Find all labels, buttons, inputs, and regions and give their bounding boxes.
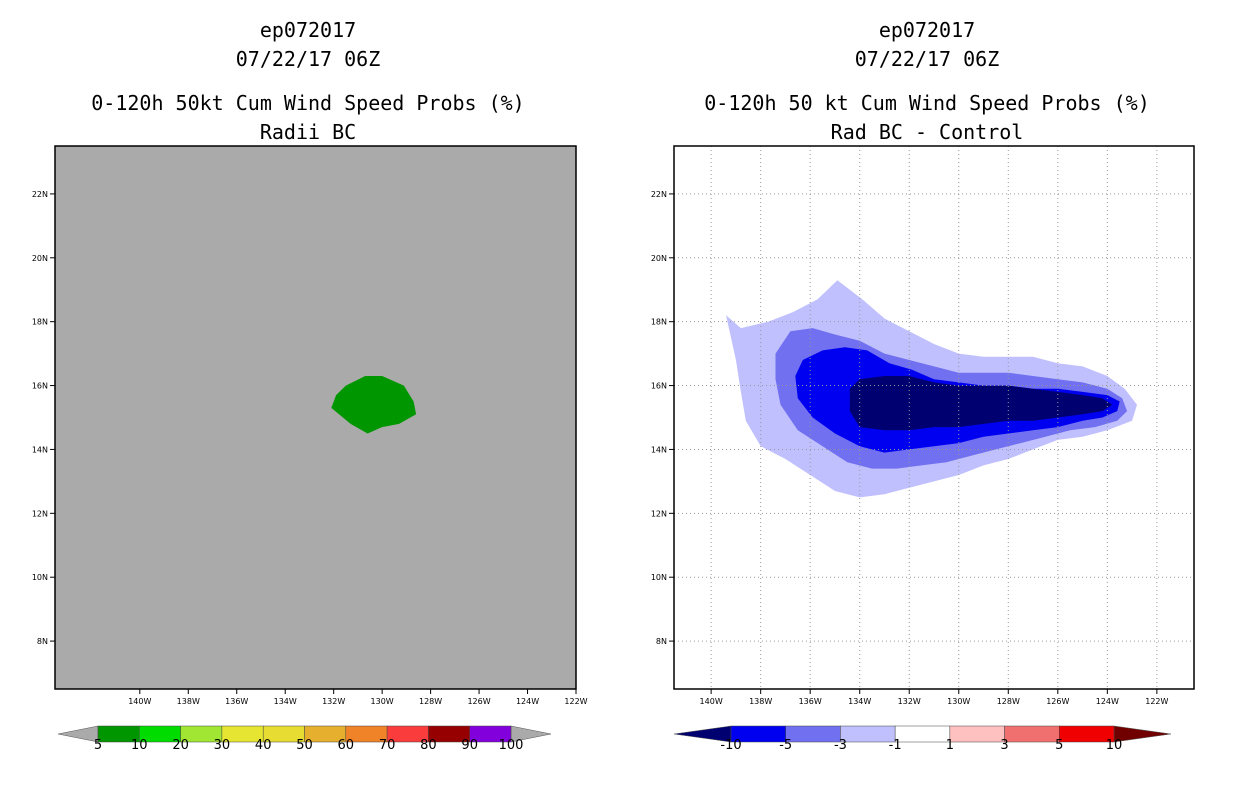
panel-rad-bc-minus-control: ep072017 07/22/17 06Z 0-120h 50 kt Cum W… <box>651 18 1195 753</box>
colorbar-label: 10 <box>1106 738 1123 753</box>
colorbar-label: 3 <box>1000 738 1008 753</box>
x-tick-label: 136W <box>225 697 248 706</box>
colorbar-label: 5 <box>1055 738 1063 753</box>
colorbar-label: 10 <box>131 738 148 753</box>
contour-level-0 <box>331 376 417 434</box>
colorbar-label: 1 <box>946 738 954 753</box>
colorbar-label: 50 <box>296 738 313 753</box>
x-tick-label: 138W <box>749 697 772 706</box>
panel2-colorbar: -10 -5 -3 -1 1 3 5 10 <box>673 725 1172 753</box>
colorbar-label: -5 <box>779 738 792 753</box>
colorbar-label: 100 <box>499 738 524 753</box>
y-tick-label: 8N <box>37 637 48 646</box>
panel1-map: 140W 138W 136W 134W 132W 130W 128W 126W 124W 122W… <box>32 145 588 706</box>
panel2-subtitle: Rad BC - Control <box>831 120 1024 144</box>
x-tick-label: 134W <box>848 697 871 706</box>
x-tick-label: 122W <box>564 697 587 706</box>
x-tick-label: 134W <box>274 697 297 706</box>
x-tick-label: 140W <box>700 697 723 706</box>
y-tick-label: 14N <box>651 445 667 454</box>
colorbar-label: -10 <box>720 738 741 753</box>
y-tick-label: 22N <box>651 190 667 199</box>
x-tick-label: 132W <box>898 697 921 706</box>
x-tick-label: 128W <box>419 697 442 706</box>
colorbar-swatch <box>1004 725 1060 743</box>
panel2-storm-id: ep072017 <box>879 18 975 42</box>
colorbar-end-low <box>57 725 99 743</box>
colorbar-swatch <box>785 725 841 743</box>
plot-background <box>55 146 576 689</box>
y-tick-label: 22N <box>32 190 48 199</box>
y-tick-label: 10N <box>651 573 667 582</box>
colorbar-label: 40 <box>255 738 272 753</box>
y-tick-label: 18N <box>651 318 667 327</box>
x-tick-label: 132W <box>322 697 345 706</box>
colorbar-swatch <box>1059 725 1115 743</box>
y-tick-label: 16N <box>651 382 667 391</box>
x-tick-label: 126W <box>467 697 490 706</box>
y-tick-label: 20N <box>32 254 48 263</box>
panel1-subtitle: Radii BC <box>260 120 356 144</box>
colorbar-end-high <box>1113 725 1172 743</box>
y-tick-label: 16N <box>32 382 48 391</box>
panel1-storm-id: ep072017 <box>260 18 356 42</box>
colorbar-label: 20 <box>172 738 189 753</box>
y-tick-label: 20N <box>651 254 667 263</box>
colorbar-label: 5 <box>94 738 102 753</box>
x-tick-label: 140W <box>128 697 151 706</box>
colorbar-swatch <box>469 725 512 743</box>
panel1-title: 0-120h 50kt Cum Wind Speed Probs (%) <box>91 91 524 115</box>
colorbar-swatch <box>894 725 951 743</box>
y-tick-label: 12N <box>651 509 667 518</box>
colorbar-swatch <box>949 725 1005 743</box>
y-tick-label: 8N <box>656 637 667 646</box>
panel2-title: 0-120h 50 kt Cum Wind Speed Probs (%) <box>704 91 1150 115</box>
x-tick-label: 130W <box>371 697 394 706</box>
x-tick-label: 128W <box>997 697 1020 706</box>
panel2-date: 07/22/17 06Z <box>855 47 1000 71</box>
panel1-date: 07/22/17 06Z <box>236 47 381 71</box>
x-tick-label: 124W <box>516 697 539 706</box>
colorbar-label: -1 <box>889 738 902 753</box>
plot-frame <box>673 145 1195 690</box>
panel2-map: 140W 138W 136W 134W 132W 130W 128W 126W 124W 122W… <box>651 145 1195 706</box>
x-tick-label: 124W <box>1096 697 1119 706</box>
x-tick-label: 122W <box>1145 697 1168 706</box>
colorbar-swatch <box>840 725 896 743</box>
colorbar-label: -3 <box>834 738 847 753</box>
colorbar-label: 70 <box>379 738 396 753</box>
x-tick-label: 126W <box>1046 697 1069 706</box>
panel1-colorbar: 5 10 20 30 40 50 60 70 80 90 100 <box>57 725 552 753</box>
x-tick-label: 138W <box>177 697 200 706</box>
y-tick-label: 12N <box>32 509 48 518</box>
plot-frame <box>54 145 577 690</box>
colorbar-label: 30 <box>214 738 231 753</box>
colorbar-label: 90 <box>461 738 478 753</box>
x-tick-label: 130W <box>947 697 970 706</box>
x-tick-label: 136W <box>799 697 822 706</box>
y-tick-label: 18N <box>32 318 48 327</box>
colorbar-label: 80 <box>420 738 437 753</box>
colorbar-label: 60 <box>338 738 355 753</box>
y-tick-label: 10N <box>32 573 48 582</box>
y-tick-label: 14N <box>32 445 48 454</box>
contour-level-3 <box>849 376 1113 431</box>
panel-radii-bc: ep072017 07/22/17 06Z 0-120h 50kt Cum Wi… <box>32 18 588 753</box>
